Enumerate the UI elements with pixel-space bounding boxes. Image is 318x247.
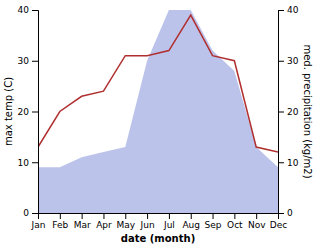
tick-mark: [32, 10, 38, 11]
y2-axis-title: med. precipitation (kg/m2): [302, 44, 313, 178]
y2-axis: 0 10 20 30 40: [278, 5, 299, 218]
tick: Aug: [182, 213, 200, 230]
tick: 20: [18, 107, 38, 117]
axis-line: [39, 214, 279, 220]
x-axis: Jan Feb Mar Apr May Jun Jul Aug Sep Oct Nov Dec: [31, 213, 288, 230]
tick: Sep: [205, 213, 222, 230]
tick-mark: [82, 213, 83, 219]
tick-mark: [256, 213, 257, 219]
tick-label: Oct: [227, 220, 243, 230]
plot: JanFebMarAprMayJunJulAugSepOctNovDec0102…: [18, 5, 299, 230]
tick: 30: [18, 56, 38, 66]
tick-label: Feb: [52, 220, 68, 230]
tick: Oct: [227, 213, 243, 230]
tick: 40: [278, 5, 299, 15]
tick: 30: [278, 56, 299, 66]
area: [38, 10, 278, 213]
tick-label: Apr: [96, 220, 112, 230]
tick-mark: [32, 61, 38, 62]
tick-mark: [191, 213, 192, 219]
tick-mark: [278, 10, 284, 11]
axis-line: [279, 11, 285, 214]
tick-mark: [278, 213, 284, 214]
tick-label: Mar: [74, 220, 91, 230]
tick-label: 20: [18, 107, 30, 117]
tick: Nov: [248, 213, 266, 230]
tick: 20: [278, 107, 299, 117]
tick: Apr: [96, 213, 112, 230]
tick: 10: [278, 158, 299, 168]
tick-mark: [60, 213, 61, 219]
tick-mark: [213, 213, 214, 219]
tick-label: 40: [18, 5, 30, 15]
tick-label: Jan: [31, 220, 46, 230]
tick-label: Jun: [140, 220, 155, 230]
line: [38, 15, 278, 152]
tick: Feb: [52, 213, 68, 230]
tick: Dec: [270, 213, 287, 230]
tick: Jun: [140, 213, 155, 230]
tick-label: May: [116, 220, 135, 230]
tick-label: 20: [287, 107, 299, 117]
tick-mark: [32, 213, 38, 214]
tick-label: Dec: [270, 220, 287, 230]
tick-label: 40: [287, 5, 299, 15]
y-axis-title: max temp (C): [3, 77, 14, 146]
tick-mark: [278, 61, 284, 62]
tick: Jan: [31, 213, 46, 230]
tick-label: 10: [18, 158, 30, 168]
tick-label: 0: [23, 208, 29, 218]
tick-mark: [125, 213, 126, 219]
tick-mark: [147, 213, 148, 219]
tick: 10: [18, 158, 38, 168]
tick-mark: [103, 213, 104, 219]
tick: 0: [278, 208, 293, 218]
tick-label: Sep: [205, 220, 222, 230]
tick-mark: [32, 162, 38, 163]
y-axis: 0 10 20 30 40: [18, 5, 39, 218]
tick-mark: [32, 112, 38, 113]
tick-label: 30: [287, 56, 299, 66]
chart: JanFebMarAprMayJunJulAugSepOctNovDec0102…: [0, 0, 318, 247]
tick: Mar: [74, 213, 91, 230]
tick-label: Jul: [163, 220, 175, 230]
x-axis-title: date (month): [121, 233, 195, 244]
marks: [38, 10, 278, 213]
tick: 40: [18, 5, 38, 15]
tick-mark: [169, 213, 170, 219]
tick-label: Nov: [248, 220, 266, 230]
tick: 0: [23, 208, 38, 218]
tick-label: Aug: [182, 220, 200, 230]
tick-label: 30: [18, 56, 30, 66]
axis-line: [32, 11, 39, 214]
tick: Jul: [163, 213, 175, 230]
tick: May: [116, 213, 135, 230]
tick-mark: [234, 213, 235, 219]
tick-mark: [278, 162, 284, 163]
tick-mark: [278, 112, 284, 113]
tick-label: 10: [287, 158, 299, 168]
tick-label: 0: [287, 208, 293, 218]
